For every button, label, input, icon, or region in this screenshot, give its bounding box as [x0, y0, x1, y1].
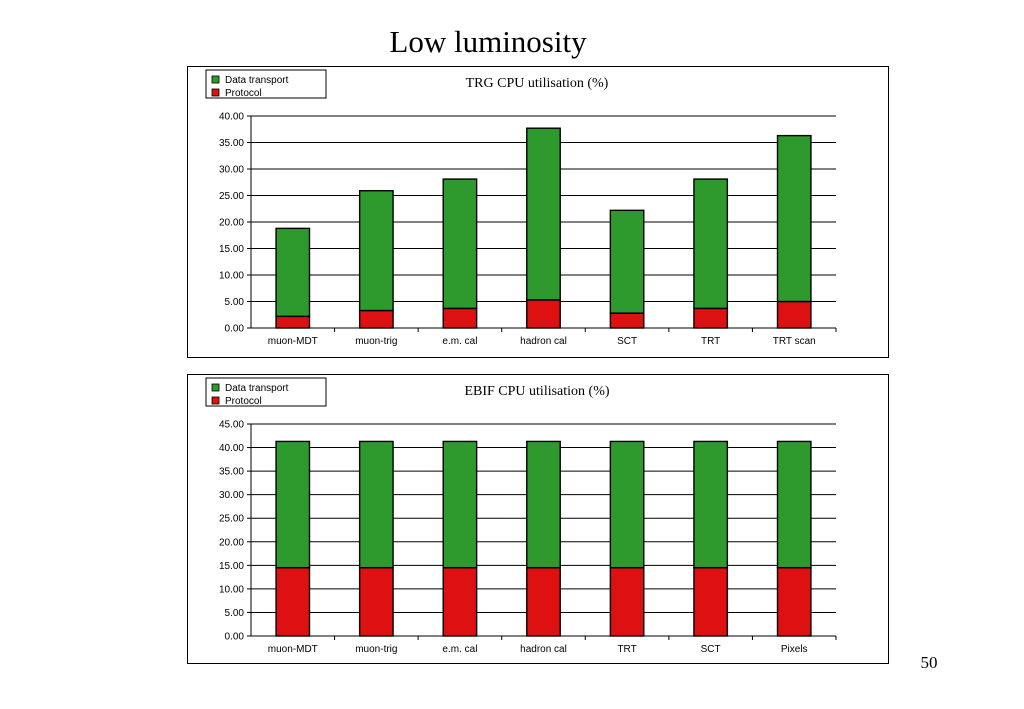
- bar-protocol-sct: [609, 312, 645, 329]
- bar-protocol-e-m-cal: [442, 307, 478, 329]
- trg-cpu-chart-panel: 0.00 5.00 10.00 15.00 20.00 25.00 30.00 35.00 40…: [187, 66, 889, 358]
- y-tick-label: 25.00: [219, 191, 244, 202]
- legend-swatch-protocol: [211, 396, 220, 405]
- bar-data-transport-hadron-cal: [526, 127, 561, 301]
- y-tick-label: 45.00: [219, 420, 244, 431]
- y-tick-label: 10.00: [219, 271, 244, 282]
- x-tick-label: muon-trig: [355, 644, 397, 655]
- bar-data-transport-pixels: [776, 440, 812, 569]
- x-tick-label: TRT: [701, 336, 720, 347]
- y-tick-label: 0.00: [225, 632, 245, 643]
- trg-cpu-chart: 0.00 5.00 10.00 15.00 20.00 25.00 30.00 35.00 40…: [205, 69, 837, 347]
- x-tick-label: muon-trig: [355, 336, 397, 347]
- bar-protocol-sct: [693, 566, 729, 637]
- legend-swatch-data-transport: [211, 75, 220, 84]
- slide-title: Low luminosity: [389, 24, 587, 59]
- y-tick-label: 35.00: [219, 138, 244, 149]
- bar-protocol-hadron-cal: [526, 566, 561, 637]
- bar-data-transport-trt: [609, 440, 645, 569]
- bar-data-transport-hadron-cal: [526, 440, 561, 569]
- bar-data-transport-e-m-cal: [442, 440, 478, 569]
- ebif-cpu-chart-panel: 0.00 5.00 10.00 15.00 20.00 25.00 30.00 35.00 40…: [187, 374, 889, 664]
- bar-protocol-trt: [609, 566, 645, 637]
- y-tick-label: 5.00: [225, 297, 245, 308]
- bar-data-transport-sct: [609, 209, 645, 314]
- bar-protocol-muon-trig: [358, 309, 394, 329]
- bar-protocol-muon-trig: [358, 566, 394, 637]
- chart-title: TRG CPU utilisation (%): [466, 76, 609, 91]
- y-tick-label: 40.00: [219, 443, 244, 454]
- y-tick-label: 10.00: [219, 584, 244, 595]
- x-tick-label: SCT: [701, 644, 721, 655]
- bar-data-transport-muon-trig: [358, 190, 394, 312]
- bar-protocol-trt: [693, 307, 729, 329]
- bar-data-transport-muon-trig: [358, 440, 394, 569]
- y-tick-label: 20.00: [219, 218, 244, 229]
- ebif-cpu-chart: 0.00 5.00 10.00 15.00 20.00 25.00 30.00 35.00 40…: [205, 377, 837, 655]
- bar-data-transport-muon-mdt: [275, 227, 311, 318]
- bar-data-transport-e-m-cal: [442, 178, 478, 310]
- bar-data-transport-sct: [693, 440, 729, 569]
- chart-title: EBIF CPU utilisation (%): [464, 384, 609, 399]
- bar-data-transport-muon-mdt: [275, 440, 311, 569]
- y-tick-label: 30.00: [219, 490, 244, 501]
- legend-label-data-transport: Data transport: [225, 383, 289, 394]
- y-tick-label: 15.00: [219, 244, 244, 255]
- x-tick-label: e.m. cal: [442, 336, 477, 347]
- bar-protocol-muon-mdt: [275, 566, 311, 637]
- y-tick-label: 30.00: [219, 165, 244, 176]
- legend-swatch-protocol: [211, 88, 220, 97]
- legend-label-data-transport: Data transport: [225, 75, 289, 86]
- legend-box: [205, 69, 327, 99]
- bar-protocol-pixels: [776, 566, 812, 637]
- bar-data-transport-trt: [693, 178, 729, 310]
- x-tick-label: hadron cal: [520, 644, 567, 655]
- bar-protocol-hadron-cal: [526, 299, 561, 329]
- x-tick-label: TRT: [617, 644, 636, 655]
- y-tick-label: 35.00: [219, 467, 244, 478]
- y-tick-label: 15.00: [219, 561, 244, 572]
- y-tick-label: 25.00: [219, 514, 244, 525]
- legend-box: [205, 377, 327, 407]
- legend-swatch-data-transport: [211, 383, 220, 392]
- x-tick-label: SCT: [617, 336, 637, 347]
- x-tick-label: hadron cal: [520, 336, 567, 347]
- x-tick-label: Pixels: [781, 644, 808, 655]
- y-tick-label: 0.00: [225, 324, 245, 335]
- x-tick-label: muon-MDT: [268, 336, 318, 347]
- legend-label-protocol: Protocol: [225, 396, 262, 407]
- legend-label-protocol: Protocol: [225, 88, 262, 99]
- x-tick-label: muon-MDT: [268, 644, 318, 655]
- y-tick-label: 20.00: [219, 537, 244, 548]
- page-number: 50: [920, 653, 938, 672]
- bar-data-transport-trt-scan: [776, 134, 812, 303]
- x-tick-label: TRT scan: [773, 336, 816, 347]
- bar-protocol-e-m-cal: [442, 566, 478, 637]
- x-tick-label: e.m. cal: [442, 644, 477, 655]
- y-tick-label: 40.00: [219, 112, 244, 123]
- bar-protocol-muon-mdt: [275, 315, 311, 329]
- y-tick-label: 5.00: [225, 608, 245, 619]
- bar-protocol-trt-scan: [776, 300, 812, 329]
